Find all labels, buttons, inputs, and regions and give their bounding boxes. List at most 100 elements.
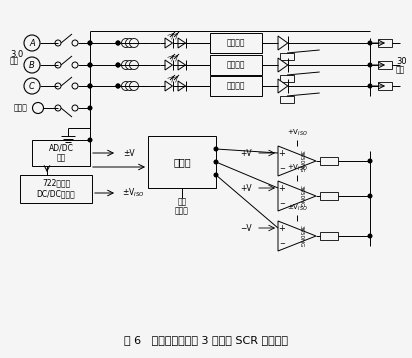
Circle shape	[24, 35, 40, 51]
Text: 722型隔离: 722型隔离	[42, 179, 70, 188]
Polygon shape	[178, 81, 185, 91]
Bar	[32, 140, 90, 166]
Circle shape	[88, 63, 92, 67]
Circle shape	[55, 40, 61, 46]
Circle shape	[116, 41, 120, 45]
Text: B: B	[29, 61, 35, 69]
Text: 触发电路: 触发电路	[227, 61, 245, 69]
Bar	[320, 232, 338, 240]
Polygon shape	[278, 181, 316, 211]
Polygon shape	[165, 81, 173, 91]
Circle shape	[368, 159, 372, 163]
Circle shape	[72, 83, 78, 89]
Polygon shape	[278, 221, 316, 251]
Bar	[378, 61, 392, 69]
Text: ±V$_{ISO}$: ±V$_{ISO}$	[286, 203, 307, 213]
Circle shape	[24, 78, 40, 94]
Text: AD/DC: AD/DC	[49, 144, 73, 153]
Bar	[320, 157, 338, 165]
Circle shape	[88, 106, 92, 110]
Bar	[378, 82, 392, 90]
Circle shape	[72, 105, 78, 111]
Circle shape	[129, 39, 138, 48]
Bar	[210, 55, 262, 75]
Circle shape	[88, 138, 92, 142]
Circle shape	[88, 41, 92, 45]
Bar	[378, 39, 392, 47]
Circle shape	[116, 84, 120, 88]
Circle shape	[116, 63, 120, 67]
Circle shape	[368, 41, 372, 45]
Text: C: C	[29, 82, 35, 91]
Text: +V$_{ISO}$: +V$_{ISO}$	[286, 128, 307, 138]
Polygon shape	[278, 146, 316, 176]
Text: 图 6   具有电压反馈的 3 相双向 SCR 控制电路: 图 6 具有电压反馈的 3 相双向 SCR 控制电路	[124, 335, 288, 345]
Bar	[148, 136, 216, 188]
Circle shape	[33, 102, 44, 113]
Text: 3650HG: 3650HG	[298, 150, 303, 172]
Bar	[210, 76, 262, 96]
Bar	[320, 192, 338, 200]
Text: A: A	[29, 39, 35, 48]
Text: 触发电路: 触发电路	[227, 82, 245, 91]
Circle shape	[55, 62, 61, 68]
Text: +V: +V	[240, 184, 252, 193]
Circle shape	[116, 63, 120, 67]
Circle shape	[72, 40, 78, 46]
Text: +V$_{ISO}$: +V$_{ISO}$	[286, 163, 307, 173]
Circle shape	[116, 41, 120, 45]
Circle shape	[126, 82, 134, 91]
Circle shape	[126, 39, 134, 48]
Text: 3650HG: 3650HG	[298, 225, 303, 247]
Circle shape	[55, 105, 61, 111]
Circle shape	[72, 62, 78, 68]
Circle shape	[88, 84, 92, 88]
Text: 3650HG: 3650HG	[298, 185, 303, 207]
Circle shape	[126, 61, 134, 69]
Text: +V: +V	[240, 149, 252, 158]
Text: 控制器: 控制器	[173, 157, 191, 167]
Circle shape	[122, 61, 131, 69]
Text: 30: 30	[396, 57, 407, 66]
Circle shape	[368, 194, 372, 198]
Text: −: −	[279, 241, 285, 247]
Bar	[210, 33, 262, 53]
Polygon shape	[278, 36, 288, 50]
Text: 触发电路: 触发电路	[227, 39, 245, 48]
Bar	[280, 53, 294, 60]
Polygon shape	[278, 79, 288, 93]
Text: ±V$_{ISO}$: ±V$_{ISO}$	[122, 187, 145, 199]
Polygon shape	[165, 60, 173, 70]
Text: DC/DC转换器: DC/DC转换器	[37, 189, 75, 198]
Text: −V: −V	[240, 223, 252, 232]
Text: 输入: 输入	[178, 198, 187, 207]
Circle shape	[129, 82, 138, 91]
Text: −: −	[279, 201, 285, 207]
Text: 输入: 输入	[10, 57, 19, 66]
Circle shape	[129, 61, 138, 69]
Bar	[280, 96, 294, 103]
Circle shape	[214, 160, 218, 164]
Text: 3.0: 3.0	[10, 49, 23, 58]
Text: −: −	[279, 166, 285, 172]
Text: +: +	[279, 223, 286, 232]
Circle shape	[88, 63, 92, 67]
Circle shape	[368, 234, 372, 238]
Polygon shape	[278, 58, 288, 72]
Bar	[20, 175, 92, 203]
Polygon shape	[178, 60, 185, 70]
Circle shape	[122, 82, 131, 91]
Text: +: +	[279, 184, 286, 193]
Circle shape	[214, 173, 218, 177]
Circle shape	[368, 84, 372, 88]
Circle shape	[88, 41, 92, 45]
Circle shape	[88, 84, 92, 88]
Circle shape	[55, 83, 61, 89]
Text: 引线: 引线	[396, 66, 405, 74]
Circle shape	[214, 147, 218, 151]
Circle shape	[24, 57, 40, 73]
Text: +: +	[279, 149, 286, 158]
Polygon shape	[165, 38, 173, 48]
Circle shape	[116, 84, 120, 88]
Polygon shape	[178, 38, 185, 48]
